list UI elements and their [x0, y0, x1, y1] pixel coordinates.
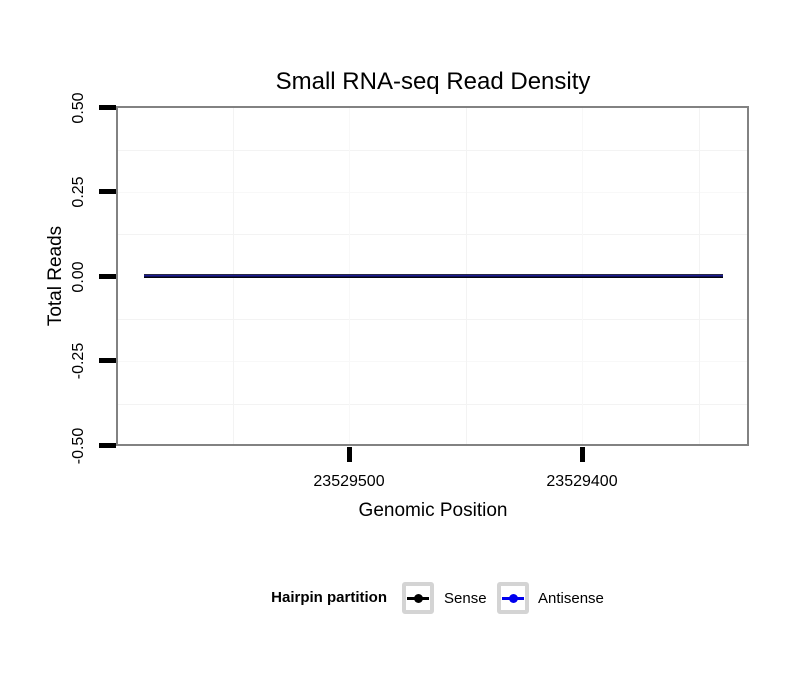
gridline-h-minor [118, 404, 747, 405]
x-tick-label: 23529500 [313, 473, 385, 490]
x-tick-label: 23529400 [546, 473, 618, 490]
y-tick-label: 0.50 [70, 92, 87, 124]
gridline-h-minor [118, 150, 747, 151]
gridline-h-major [118, 361, 747, 362]
legend-key-antisense [497, 582, 529, 614]
gridline-h-major [118, 192, 747, 193]
y-tick-mark [99, 189, 116, 194]
antisense-point-glyph [508, 593, 518, 603]
y-tick-mark [99, 105, 116, 110]
plot-panel [116, 106, 749, 446]
y-axis-title: Total Reads [45, 225, 66, 327]
chart-title: Small RNA-seq Read Density [275, 68, 591, 95]
gridline-h-minor [118, 319, 747, 320]
x-tick-mark [347, 447, 352, 462]
y-tick-mark [99, 358, 116, 363]
gridline-h-minor [118, 234, 747, 235]
x-tick-mark [580, 447, 585, 462]
legend-key-sense [402, 582, 434, 614]
y-tick-mark [99, 443, 116, 448]
y-tick-label: -0.25 [70, 342, 87, 380]
legend-title: Hairpin partition [271, 589, 387, 606]
y-tick-mark [99, 274, 116, 279]
sense-point-glyph [413, 593, 423, 603]
legend-label-antisense: Antisense [538, 590, 604, 607]
y-tick-label: 0.25 [70, 176, 87, 208]
x-axis-title: Genomic Position [358, 500, 508, 521]
y-tick-label: 0.00 [70, 261, 87, 293]
legend-label-sense: Sense [444, 590, 487, 607]
y-tick-label: -0.50 [70, 427, 87, 465]
read-density-line [144, 274, 723, 278]
